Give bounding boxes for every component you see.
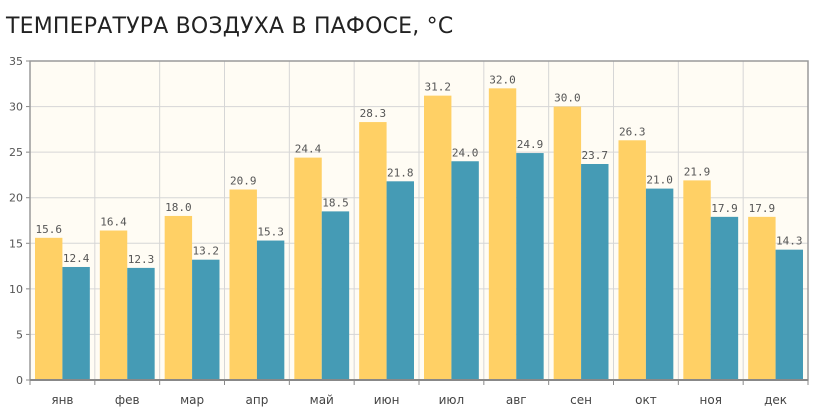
data-label: 21.8 — [387, 166, 414, 179]
data-label: 30.0 — [554, 92, 581, 105]
data-label: 23.7 — [582, 149, 609, 162]
bar-series_2 — [192, 259, 220, 380]
data-label: 32.0 — [489, 73, 516, 86]
data-label: 21.0 — [646, 174, 673, 187]
bar-series_2 — [127, 267, 155, 380]
y-tick-label: 30 — [9, 101, 23, 114]
data-label: 17.9 — [711, 202, 738, 215]
bar-series_2 — [256, 240, 285, 380]
x-tick-label: дек — [764, 393, 787, 407]
bar-series_2 — [62, 266, 90, 380]
bar-series_1 — [294, 157, 322, 380]
data-label: 20.9 — [230, 175, 257, 188]
data-label: 15.6 — [35, 223, 62, 236]
x-tick-label: июл — [439, 393, 465, 407]
data-label: 21.9 — [684, 165, 711, 178]
data-label: 26.3 — [619, 125, 646, 138]
x-tick-label: фев — [115, 393, 140, 407]
y-tick-label: 5 — [16, 328, 23, 341]
data-label: 13.2 — [193, 245, 220, 258]
data-label: 18.0 — [165, 201, 192, 214]
x-tick-label: май — [310, 393, 334, 407]
y-tick-label: 20 — [9, 192, 23, 205]
bar-series_2 — [451, 161, 479, 380]
data-label: 31.2 — [424, 81, 451, 94]
bar-series_1 — [359, 122, 387, 381]
bar-series_1 — [683, 180, 711, 380]
x-tick-label: мар — [180, 393, 204, 407]
data-label: 16.4 — [100, 216, 127, 229]
x-tick-label: янв — [51, 393, 73, 407]
bar-series_2 — [581, 163, 609, 380]
x-tick-label: сен — [570, 393, 592, 407]
data-label: 15.3 — [257, 226, 284, 239]
bar-series_1 — [553, 106, 582, 381]
data-label: 12.4 — [63, 252, 90, 265]
data-label: 24.4 — [295, 143, 322, 156]
bar-series_1 — [35, 237, 63, 380]
chart-title: ТЕМПЕРАТУРА ВОЗДУХА В ПАФОСЕ, °C — [6, 14, 454, 39]
data-label: 17.9 — [749, 202, 776, 215]
data-label: 28.3 — [360, 107, 387, 120]
bar-series_1 — [164, 215, 193, 380]
y-tick-label: 0 — [16, 374, 23, 387]
bar-series_1 — [748, 216, 776, 380]
y-tick-label: 25 — [9, 146, 23, 159]
x-tick-label: авг — [506, 393, 527, 407]
bar-series_1 — [618, 140, 646, 380]
data-label: 14.3 — [776, 235, 803, 248]
x-tick-label: апр — [246, 393, 269, 407]
bar-series_2 — [386, 181, 414, 380]
bar-series_2 — [321, 211, 350, 380]
y-tick-label: 10 — [9, 283, 23, 296]
bar-series_2 — [645, 188, 674, 380]
y-tick-label: 35 — [9, 55, 23, 68]
data-label: 12.3 — [128, 253, 155, 266]
x-tick-label: июн — [374, 393, 400, 407]
bar-series_1 — [424, 95, 452, 381]
x-tick-label: ноя — [700, 393, 722, 407]
bar-series_2 — [710, 216, 739, 380]
bar-series_2 — [775, 249, 803, 380]
data-label: 24.9 — [517, 138, 544, 151]
x-tick-label: окт — [635, 393, 657, 407]
data-label: 18.5 — [322, 196, 349, 209]
bar-series_2 — [516, 153, 544, 380]
data-label: 24.0 — [452, 146, 479, 159]
y-tick-label: 15 — [9, 237, 23, 250]
bar-series_1 — [99, 230, 128, 380]
bar-series_1 — [488, 88, 517, 380]
bar-series_1 — [229, 189, 257, 380]
